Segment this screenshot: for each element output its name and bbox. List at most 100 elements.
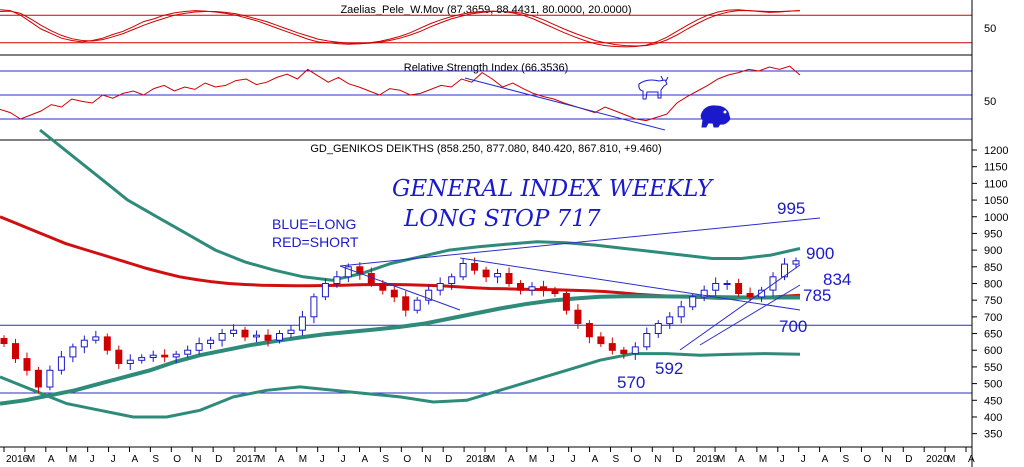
candle-body — [184, 349, 192, 355]
x-tick-label: A — [362, 454, 369, 465]
price-y-tick-label: 1000 — [984, 212, 1008, 224]
candle-body — [494, 273, 502, 278]
uptrend-2019-lower — [699, 284, 801, 346]
candle-body — [448, 276, 456, 284]
x-tick-label: A — [592, 454, 599, 465]
x-tick-label: N — [884, 454, 891, 465]
candle-body — [769, 276, 777, 291]
x-tick-label: O — [403, 454, 411, 465]
candle-body — [792, 260, 800, 265]
x-tick-label: S — [152, 454, 159, 465]
x-tick-label: M — [487, 454, 495, 465]
candle-body — [276, 333, 283, 341]
trend-channel-lines — [339, 217, 821, 351]
candle-body — [562, 293, 570, 311]
candle-body — [700, 289, 708, 298]
price-title: GD_GENIKOS DEIKTHS (858.250, 877.080, 84… — [310, 143, 661, 155]
price-y-tick-label: 650 — [984, 329, 1002, 341]
price-y-tick-label: 500 — [984, 379, 1002, 391]
rsi-panel: Relative Strength Index (66.3536) 50 — [0, 62, 996, 141]
price-y-tick-label: 750 — [984, 295, 1002, 307]
price-panel: GD_GENIKOS DEIKTHS (858.250, 877.080, 84… — [0, 128, 1008, 465]
downtrend-2018 — [459, 257, 801, 311]
candle-body — [390, 289, 398, 298]
price-moving-averages — [0, 215, 801, 406]
envelope-lower-line — [0, 352, 801, 419]
x-tick-label: O — [633, 454, 641, 465]
candle-body — [482, 269, 490, 278]
candle-body — [402, 296, 410, 311]
x-tick-label: M — [257, 454, 265, 465]
candle-body — [608, 343, 616, 351]
price-y-tick-label: 600 — [984, 345, 1002, 357]
x-tick-label: 2020 — [926, 454, 949, 465]
price-y-tick-label: 800 — [984, 278, 1002, 290]
price-y-tick-label: 400 — [984, 412, 1002, 424]
price-y-tick-label: 900 — [984, 245, 1002, 257]
candle-body — [597, 336, 605, 345]
stochastic-lines — [0, 9, 801, 48]
x-tick-label: 2018 — [466, 454, 489, 465]
x-tick-label: N — [424, 454, 431, 465]
candle-body — [253, 334, 260, 338]
x-tick-label: A — [278, 454, 285, 465]
stochastic-title: Zaelias_Pele_W.Mov (87.3659, 88.4431, 80… — [340, 4, 631, 16]
candle-body — [574, 309, 582, 325]
rsi-series-line — [0, 65, 801, 122]
handwritten-title: GENERAL INDEX WEEKLY — [392, 176, 715, 202]
price-y-tick-label: 950 — [984, 228, 1002, 240]
x-tick-label: S — [843, 454, 850, 465]
upper-trendline — [339, 217, 821, 267]
candle-body — [23, 358, 31, 371]
candle-body — [344, 266, 352, 278]
x-tick-label: S — [382, 454, 389, 465]
price-y-tick-label: 1150 — [984, 162, 1008, 174]
label-900: 900 — [806, 244, 834, 263]
candle-body — [666, 316, 674, 325]
x-tick-label: M — [717, 454, 725, 465]
candle-body — [80, 339, 88, 348]
candle-body — [0, 338, 8, 344]
candle-body — [471, 263, 479, 271]
lower-trendline-2017 — [339, 265, 461, 311]
x-tick-label: M — [947, 454, 955, 465]
price-y-tick-label: 350 — [984, 429, 1002, 441]
rsi-line — [0, 65, 801, 122]
x-tick-label: J — [320, 454, 325, 465]
label-834: 834 — [823, 270, 851, 289]
label-995: 995 — [777, 199, 805, 218]
price-y-tick-label: 450 — [984, 395, 1002, 407]
candle-body — [677, 306, 685, 318]
candle-body — [712, 283, 720, 291]
uptrend-2019-upper — [679, 264, 801, 351]
envelope-upper-line — [39, 128, 801, 282]
candle-body — [528, 286, 536, 291]
candle-body — [585, 323, 593, 338]
candle-body — [781, 263, 788, 278]
price-y-tick-label: 700 — [984, 312, 1002, 324]
x-tick-label: 2019 — [696, 454, 719, 465]
candle-body — [230, 329, 238, 335]
candle-body — [126, 359, 134, 365]
price-envelope-bands — [0, 128, 801, 419]
stochastic-y-tick: 50 — [984, 23, 996, 35]
candle-body — [149, 354, 157, 359]
candle-body — [115, 349, 123, 365]
price-y-tick-label: 1100 — [984, 178, 1008, 190]
candle-body — [195, 343, 203, 351]
candle-body — [436, 283, 444, 291]
candle-body — [46, 369, 54, 388]
rsi-levels — [0, 70, 972, 120]
candle-body — [287, 329, 295, 335]
x-tick-label: O — [863, 454, 871, 465]
x-tick-label: D — [675, 454, 682, 465]
price-y-tick-label: 550 — [984, 362, 1002, 374]
rsi-y-tick: 50 — [984, 96, 996, 108]
candle-body — [758, 289, 766, 298]
x-tick-label: A — [48, 454, 55, 465]
candle-body — [207, 339, 215, 345]
candle-body — [321, 283, 329, 298]
label-700: 700 — [779, 317, 807, 336]
candle-body — [413, 299, 421, 311]
